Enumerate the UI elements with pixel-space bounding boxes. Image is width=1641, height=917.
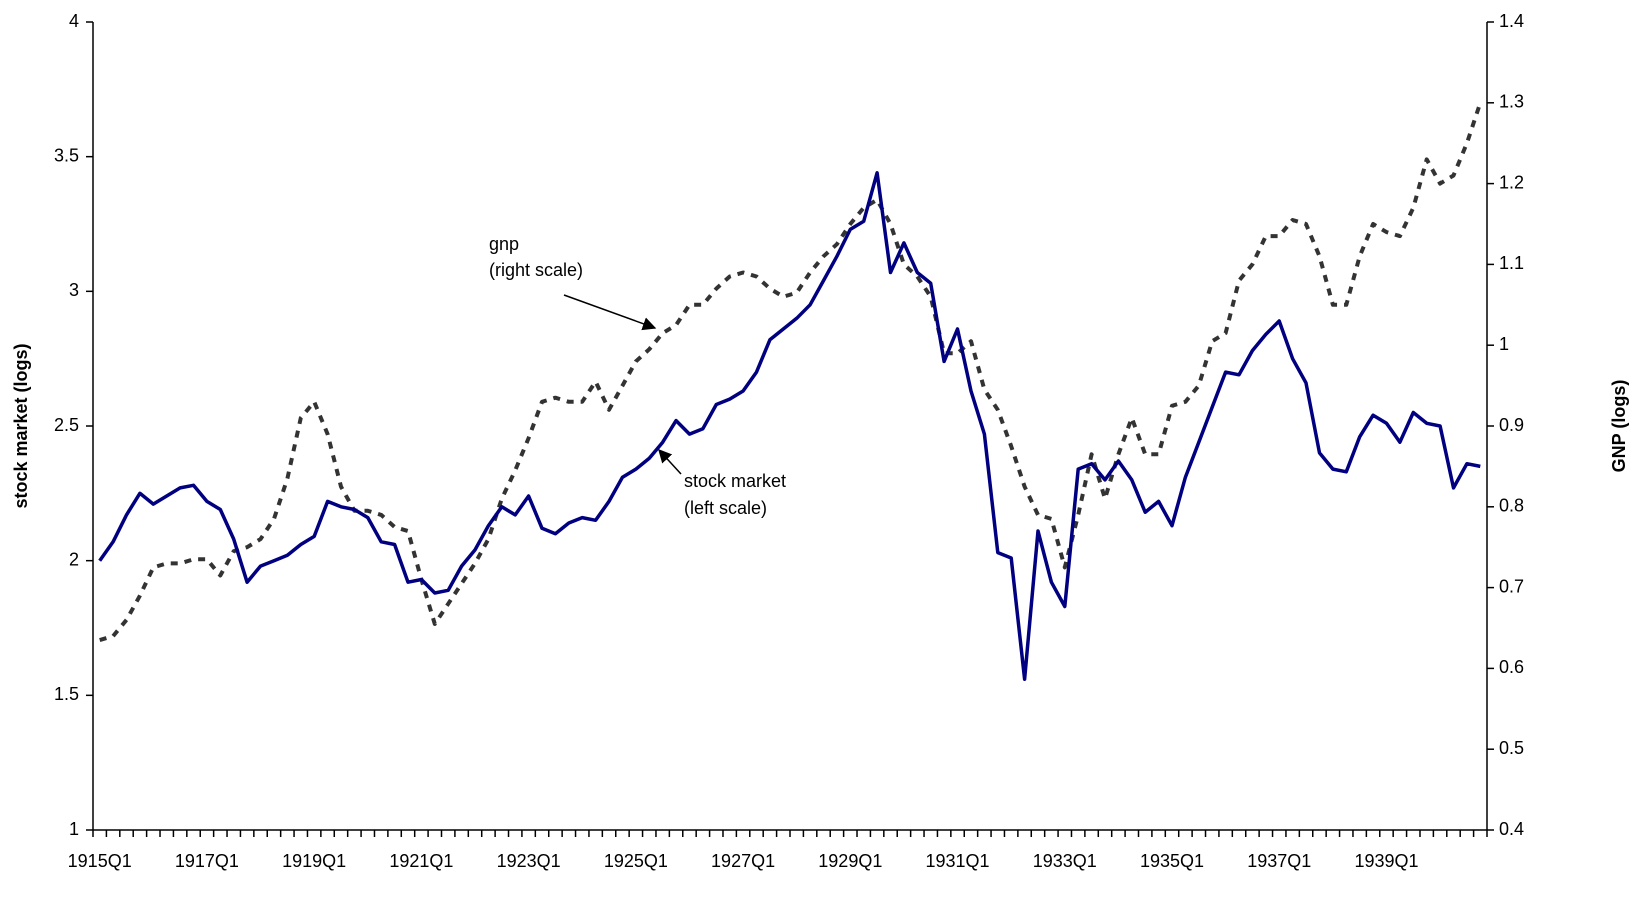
y2-tick-label: 0.7 <box>1499 576 1524 596</box>
series-line <box>98 171 1481 681</box>
x-tick-label: 1917Q1 <box>175 851 239 871</box>
y2-tick-label: 0.9 <box>1499 415 1524 435</box>
x-tick-label: 1919Q1 <box>282 851 346 871</box>
y2-tick-label: 1 <box>1499 334 1509 354</box>
y2-tick-label: 1.2 <box>1499 172 1524 192</box>
annotation: (right scale) <box>489 260 583 280</box>
y-tick-label: 3 <box>69 280 79 300</box>
x-tick-label: 1937Q1 <box>1247 851 1311 871</box>
x-tick-label: 1931Q1 <box>926 851 990 871</box>
y-tick-label: 2 <box>69 549 79 569</box>
y-tick-label: 1.5 <box>54 684 79 704</box>
y-tick-label: 4 <box>69 11 79 31</box>
y2-tick-label: 1.1 <box>1499 253 1524 273</box>
x-tick-label: 1921Q1 <box>389 851 453 871</box>
y2-tick-label: 0.4 <box>1499 819 1524 839</box>
y-axis-label: stock market (logs) <box>11 343 31 508</box>
annotation: (left scale) <box>684 498 767 518</box>
x-tick-label: 1927Q1 <box>711 851 775 871</box>
annotation: gnp <box>489 234 519 254</box>
y-tick-label: 1 <box>69 819 79 839</box>
annotation: stock market <box>684 471 786 491</box>
y-tick-label: 3.5 <box>54 145 79 165</box>
y2-axis-label: GNP (logs) <box>1609 380 1629 473</box>
x-tick-label: 1939Q1 <box>1354 851 1418 871</box>
x-tick-label: 1925Q1 <box>604 851 668 871</box>
y2-tick-label: 0.6 <box>1499 657 1524 677</box>
x-tick-label: 1935Q1 <box>1140 851 1204 871</box>
x-tick-label: 1933Q1 <box>1033 851 1097 871</box>
y-tick-label: 2.5 <box>54 415 79 435</box>
annotation-arrow <box>658 449 682 475</box>
x-tick-label: 1915Q1 <box>68 851 132 871</box>
series-line <box>99 102 1483 643</box>
y2-tick-label: 1.3 <box>1499 92 1524 112</box>
annotation-arrow <box>563 294 657 331</box>
y2-tick-label: 0.5 <box>1499 738 1524 758</box>
y2-tick-label: 1.4 <box>1499 11 1524 31</box>
x-tick-label: 1923Q1 <box>497 851 561 871</box>
x-tick-label: 1929Q1 <box>818 851 882 871</box>
y2-tick-label: 0.8 <box>1499 496 1524 516</box>
